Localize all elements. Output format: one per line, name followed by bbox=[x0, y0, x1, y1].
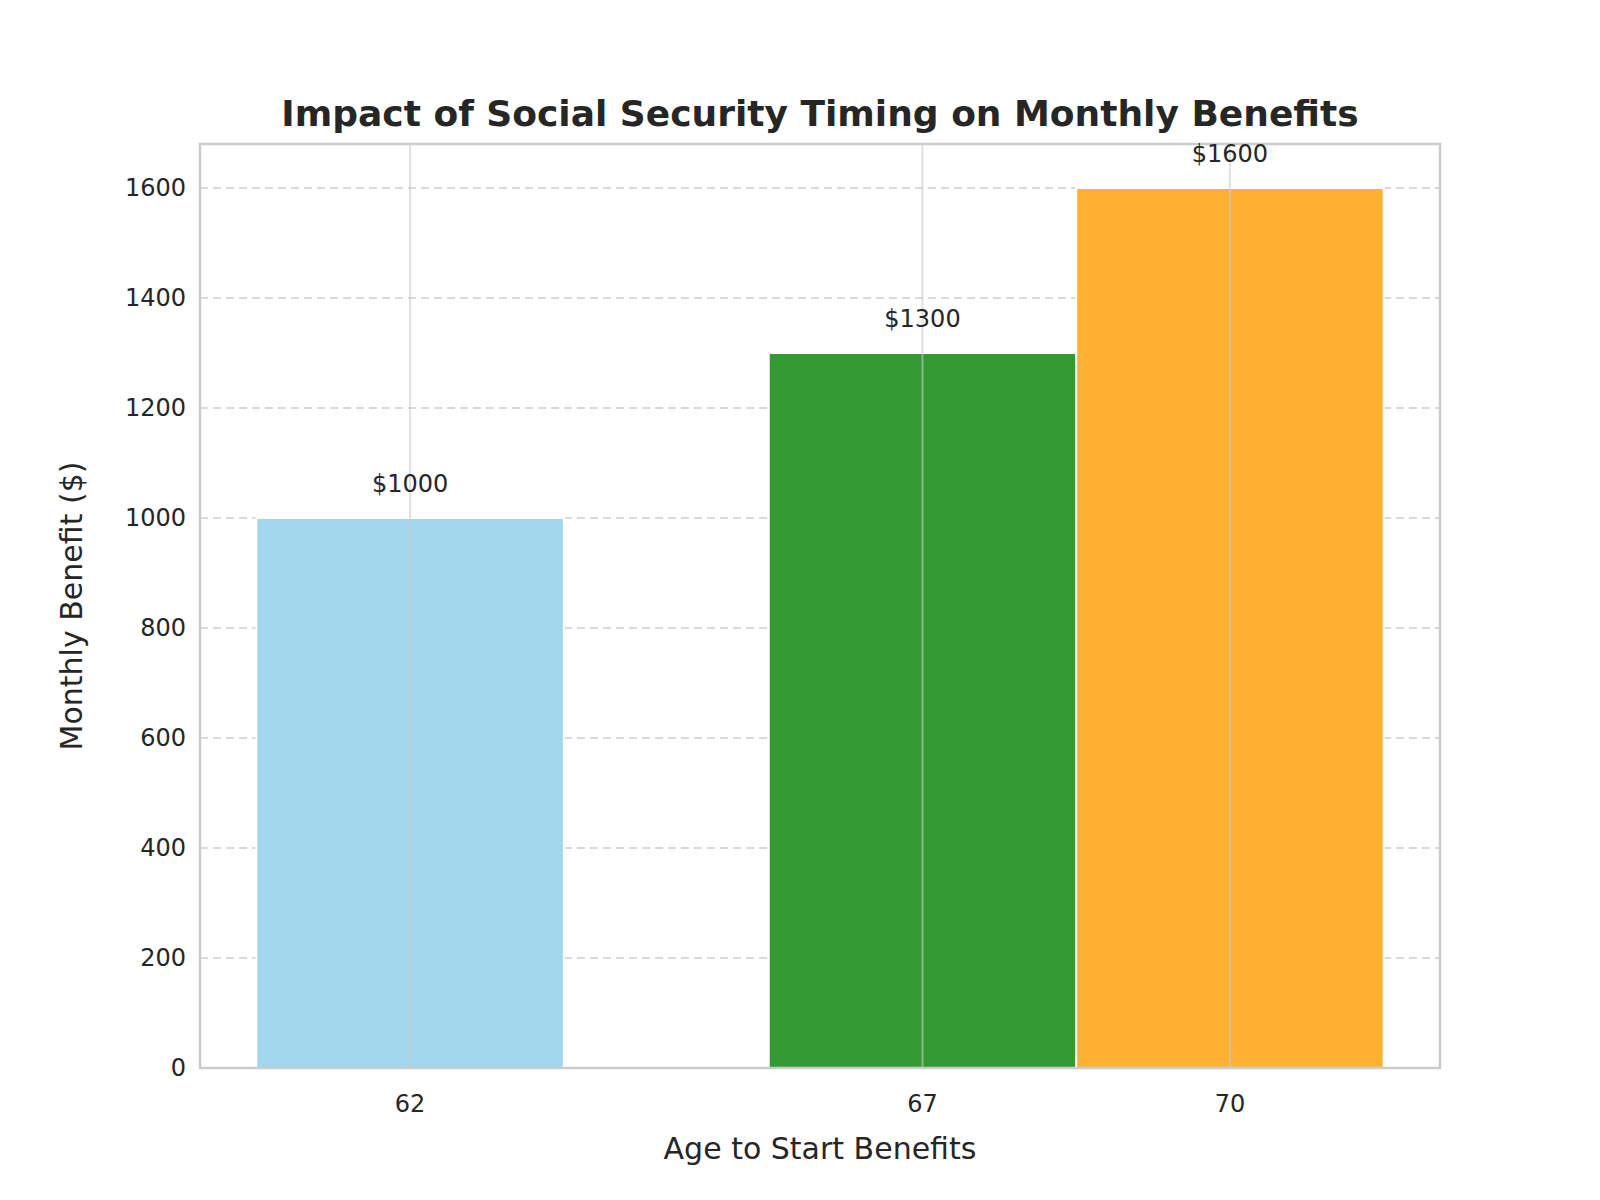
x-axis-label: Age to Start Benefits bbox=[664, 1131, 977, 1166]
bars bbox=[256, 188, 1383, 1068]
y-tick-label: 600 bbox=[140, 724, 186, 752]
y-tick-label: 1000 bbox=[125, 504, 186, 532]
data-label: $1300 bbox=[884, 305, 960, 333]
data-label: $1600 bbox=[1192, 140, 1268, 168]
plot-frame bbox=[200, 144, 1440, 1068]
chart-svg: 0 200 400 600 800 1000 1200 1400 1600 62 67 70 $1000… bbox=[0, 0, 1600, 1200]
y-tick-label: 200 bbox=[140, 944, 186, 972]
y-tick-label: 1400 bbox=[125, 284, 186, 312]
y-tick-label: 400 bbox=[140, 834, 186, 862]
chart-title: Impact of Social Security Timing on Mont… bbox=[281, 93, 1358, 134]
x-tick-label: 67 bbox=[907, 1090, 938, 1118]
x-grid-line bbox=[409, 144, 411, 1068]
x-grid-line bbox=[1229, 144, 1231, 1068]
data-label: $1000 bbox=[372, 470, 448, 498]
x-grid-line bbox=[921, 144, 923, 1068]
chart-container: 0 200 400 600 800 1000 1200 1400 1600 62 67 70 $1000… bbox=[0, 0, 1600, 1200]
y-axis-label: Monthly Benefit ($) bbox=[54, 462, 89, 751]
x-tick-label: 62 bbox=[395, 1090, 426, 1118]
x-tick-label: 70 bbox=[1215, 1090, 1246, 1118]
grid bbox=[200, 188, 1440, 1068]
y-tick-label: 1200 bbox=[125, 394, 186, 422]
y-tick-label: 800 bbox=[140, 614, 186, 642]
y-tick-label: 0 bbox=[171, 1054, 186, 1082]
y-tick-label: 1600 bbox=[125, 174, 186, 202]
